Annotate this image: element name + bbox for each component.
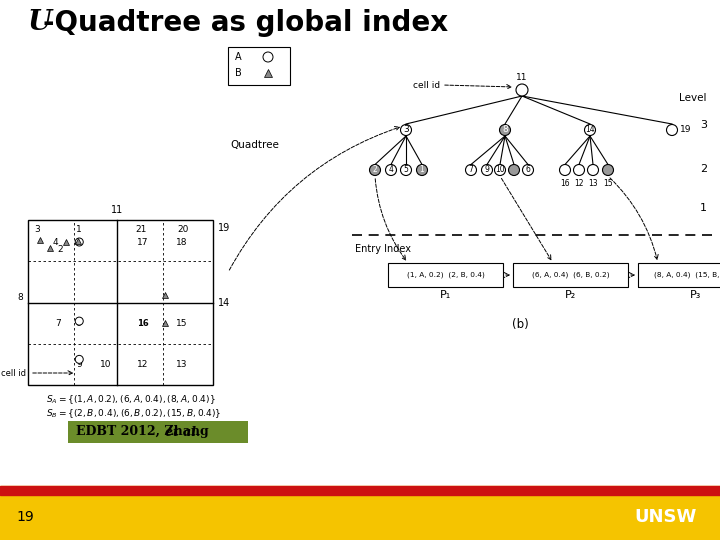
Text: (b): (b) [512,318,528,331]
Text: 2: 2 [57,246,63,254]
Bar [388,263,503,287]
Text: 19: 19 [218,223,230,233]
Circle shape [559,165,570,176]
Text: 7: 7 [55,319,60,328]
Circle shape [416,165,428,176]
Text: 4: 4 [53,238,58,247]
Circle shape [585,125,595,136]
Text: UNSW: UNSW [634,508,697,526]
Text: 8: 8 [17,293,23,302]
Text: 16: 16 [560,179,570,187]
Text: 1: 1 [700,203,707,213]
Text: (8, A, 0.4)  (15, B, 0.4): (8, A, 0.4) (15, B, 0.4) [654,272,720,278]
Bar [68,421,248,443]
Text: 3: 3 [34,225,40,233]
Text: 19: 19 [680,125,691,134]
Text: 13: 13 [176,360,187,369]
Text: 5: 5 [404,165,408,174]
Circle shape [369,165,380,176]
Text: 10: 10 [100,360,112,369]
Bar [638,263,720,287]
Circle shape [263,52,273,62]
Text: 9: 9 [76,360,82,369]
Circle shape [76,317,84,325]
Circle shape [466,165,477,176]
Circle shape [588,165,598,176]
Text: -Quadtree as global index: -Quadtree as global index [43,9,448,37]
Text: (a): (a) [112,425,129,438]
Text: 13: 13 [588,179,598,187]
Text: 11: 11 [516,73,528,82]
Text: P₁: P₁ [440,290,451,300]
Text: U: U [28,10,53,37]
Circle shape [508,165,520,176]
Circle shape [574,165,585,176]
Text: 8: 8 [502,125,508,134]
Text: B: B [235,68,242,78]
Text: cell id: cell id [413,80,440,90]
Bar [0,486,720,495]
Text: 11: 11 [111,205,123,215]
Circle shape [400,125,412,136]
Text: 4: 4 [389,165,393,174]
Circle shape [516,84,528,96]
Text: EDBT 2012, Zhang: EDBT 2012, Zhang [76,426,213,438]
Circle shape [76,355,84,363]
Text: 1: 1 [420,165,424,174]
Text: 9: 9 [485,165,490,174]
Text: 2: 2 [373,165,377,174]
Text: (1, A, 0.2)  (2, B, 0.4): (1, A, 0.2) (2, B, 0.4) [407,272,485,278]
Text: 6: 6 [76,319,81,328]
Bar [0,486,720,540]
Text: 16: 16 [137,319,148,328]
Bar [228,47,290,85]
Text: P₃: P₃ [690,290,701,300]
Circle shape [495,165,505,176]
Text: et al.: et al. [165,426,200,438]
Text: 6: 6 [526,165,531,174]
Circle shape [523,165,534,176]
Text: 17: 17 [137,238,148,247]
Circle shape [603,165,613,176]
Text: A: A [235,52,242,62]
Text: (6, A, 0.4)  (6, B, 0.2): (6, A, 0.4) (6, B, 0.2) [531,272,609,278]
Text: 3: 3 [700,120,707,130]
Text: 19: 19 [16,510,34,524]
Text: 21: 21 [135,225,147,233]
Text: 12: 12 [575,179,584,187]
Circle shape [76,238,84,246]
Text: 20: 20 [178,225,189,233]
Text: 15: 15 [176,319,187,328]
Circle shape [482,165,492,176]
Text: 12: 12 [137,360,148,369]
Circle shape [500,125,510,136]
Text: Entry Index: Entry Index [355,244,411,254]
Text: 5: 5 [76,238,81,247]
Text: P₂: P₂ [565,290,576,300]
Text: 2: 2 [700,164,707,174]
Circle shape [400,165,412,176]
Circle shape [667,125,678,136]
Text: 14: 14 [585,125,595,134]
Text: 14: 14 [218,298,230,307]
Text: 1: 1 [76,225,82,233]
Text: Level: Level [680,93,707,103]
Text: 10: 10 [495,165,505,174]
Text: $S_A = \{(1, A, 0.2), (6, A, 0.4), (8, A, 0.4)\}$: $S_A = \{(1, A, 0.2), (6, A, 0.4), (8, A… [46,393,216,406]
Bar [28,220,213,385]
Bar [513,263,628,287]
Text: $S_B = \{(2, B, 0.4), (6, B, 0.2), (15, B, 0.4)\}$: $S_B = \{(2, B, 0.4), (6, B, 0.2), (15, … [46,407,222,420]
Text: 18: 18 [176,238,187,247]
Text: cell id: cell id [1,368,26,377]
Circle shape [385,165,397,176]
Text: 7: 7 [469,165,474,174]
Text: 3: 3 [403,125,409,134]
Text: Quadtree: Quadtree [230,140,279,150]
Text: 15: 15 [603,179,613,187]
